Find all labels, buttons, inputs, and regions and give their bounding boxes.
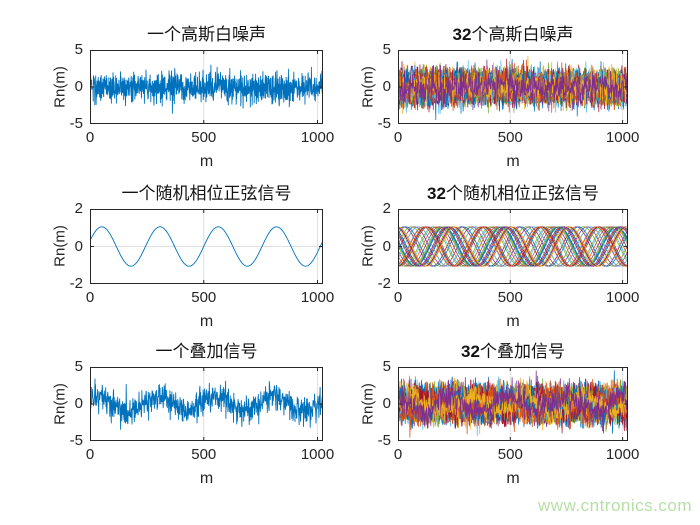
- signal-trace: [90, 378, 323, 430]
- plot-title-text: 一个叠加信号: [155, 342, 258, 361]
- y-tick-label: 5: [382, 41, 391, 58]
- plot-title: 32个高斯白噪声: [398, 23, 628, 47]
- x-axis-label: m: [506, 153, 520, 170]
- y-tick-label: 5: [74, 41, 83, 58]
- x-axis-label: m: [506, 313, 520, 330]
- x-tick-label: 0: [85, 446, 95, 463]
- signal-trace: [90, 226, 323, 267]
- plot-area: [90, 50, 323, 124]
- y-tick-label: 2: [74, 200, 83, 217]
- x-tick-label: 0: [85, 129, 95, 146]
- x-tick-label: 1000: [605, 129, 640, 146]
- plot-title: 一个叠加信号: [90, 340, 323, 364]
- x-axis-label: m: [199, 470, 214, 487]
- plot-area: [398, 209, 628, 284]
- y-tick-label: 5: [74, 358, 83, 375]
- plot-title: 一个随机相位正弦信号: [90, 182, 323, 206]
- x-tick-label: 1000: [605, 289, 640, 306]
- plot-title: 32个随机相位正弦信号: [398, 182, 628, 206]
- plot-title: 32个叠加信号: [398, 340, 628, 364]
- y-tick-label: -5: [377, 432, 391, 449]
- y-tick-label: 0: [74, 237, 83, 255]
- plot-title-text: 个高斯白噪声: [471, 25, 574, 44]
- signal-trace: [398, 226, 628, 267]
- x-axis-label: m: [506, 470, 520, 487]
- signal-trace: [398, 226, 628, 267]
- watermark-text: www.cntronics.com: [538, 496, 692, 515]
- plot-title-count: 32: [452, 25, 472, 44]
- x-tick-label: 0: [393, 129, 403, 146]
- y-tick-label: -2: [69, 275, 83, 292]
- plot-title: 一个高斯白噪声: [90, 23, 323, 47]
- x-axis-label: m: [199, 313, 214, 330]
- y-tick-label: 0: [382, 237, 391, 255]
- y-tick-label: 2: [382, 200, 391, 217]
- signal-trace: [398, 380, 628, 432]
- signal-trace: [90, 64, 323, 114]
- x-tick-label: 500: [191, 289, 217, 306]
- plot-title-text: 一个随机相位正弦信号: [121, 184, 292, 203]
- y-tick-label: 5: [382, 358, 391, 375]
- plot-title-text: 个叠加信号: [479, 342, 565, 361]
- x-tick-label: 500: [497, 446, 523, 463]
- signal-trace: [398, 226, 628, 267]
- signal-trace: [398, 226, 628, 267]
- x-tick-label: 500: [191, 446, 217, 463]
- y-tick-label: -5: [69, 432, 83, 449]
- signal-trace: [398, 226, 628, 267]
- signal-trace: [398, 226, 628, 267]
- plot-area: [398, 50, 628, 124]
- plot-title-text: 个随机相位正弦信号: [445, 184, 599, 203]
- x-tick-label: 0: [85, 289, 95, 306]
- y-tick-label: -2: [377, 275, 391, 292]
- signal-trace: [398, 226, 628, 267]
- x-axis-label: m: [199, 153, 214, 170]
- signal-trace: [398, 226, 628, 267]
- y-tick-label: 0: [382, 78, 391, 95]
- plot-title-count: 32: [461, 342, 480, 361]
- y-tick-label: 0: [74, 395, 83, 412]
- x-tick-label: 1000: [605, 446, 640, 463]
- signal-trace: [398, 226, 628, 267]
- x-tick-label: 500: [191, 129, 217, 146]
- x-tick-label: 1000: [300, 446, 335, 463]
- plot-area: [90, 209, 323, 284]
- y-tick-label: 0: [382, 395, 391, 412]
- y-tick-label: 0: [74, 78, 83, 95]
- x-tick-label: 0: [393, 446, 403, 463]
- plot-title-count: 32: [427, 184, 446, 203]
- x-tick-label: 500: [497, 129, 523, 146]
- x-tick-label: 1000: [300, 289, 335, 306]
- signal-trace: [398, 226, 628, 267]
- y-tick-label: -5: [69, 115, 83, 132]
- x-tick-label: 1000: [300, 129, 335, 146]
- plot-title-text: 一个高斯白噪声: [147, 25, 266, 44]
- signal-trace: [398, 226, 628, 267]
- signal-trace: [398, 226, 628, 267]
- x-tick-label: 500: [497, 289, 523, 306]
- y-tick-label: -5: [377, 115, 391, 132]
- signal-trace: [398, 65, 628, 111]
- plot-area: [90, 367, 323, 441]
- x-tick-label: 0: [393, 289, 403, 306]
- plot-area: [398, 367, 628, 441]
- signal-trace: [398, 226, 628, 267]
